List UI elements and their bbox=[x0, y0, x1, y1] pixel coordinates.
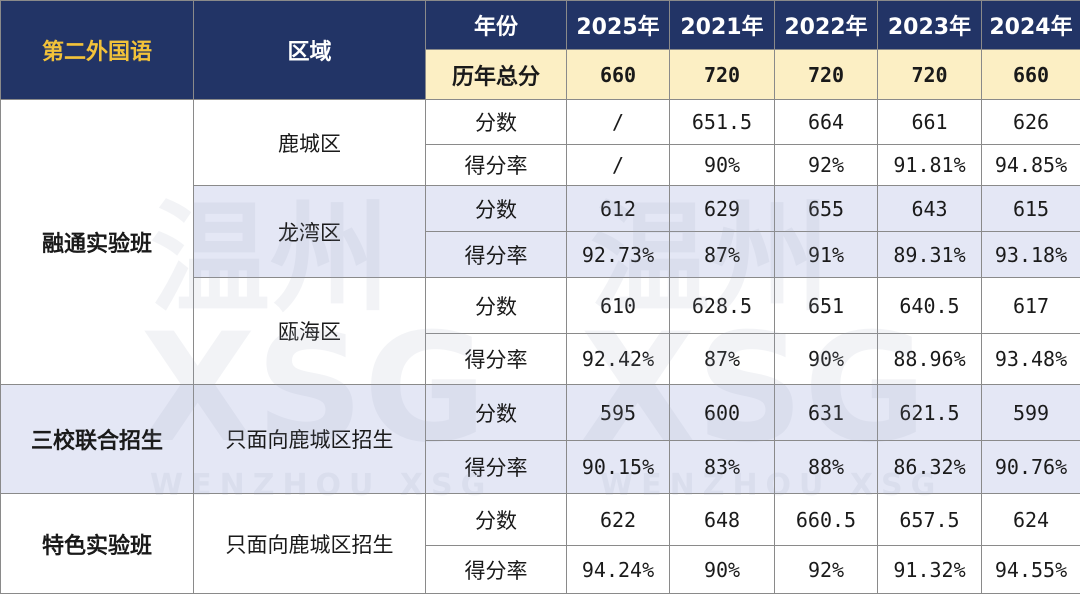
table-row: 融通实验班 鹿城区 分数 / 651.5 664 661 626 bbox=[0, 99, 1080, 385]
cell-value: 621.5 bbox=[877, 384, 982, 441]
total-value: 660 bbox=[566, 49, 670, 100]
cell-value: / bbox=[566, 99, 670, 145]
cell-value: 92.42% bbox=[566, 333, 670, 385]
year-label: 年份 bbox=[425, 0, 567, 50]
cell-value: 610 bbox=[566, 277, 670, 334]
total-value: 660 bbox=[981, 49, 1080, 100]
cell-value: 615 bbox=[981, 185, 1080, 232]
row-label: 得分率 bbox=[425, 440, 567, 494]
region-header: 区域 bbox=[193, 0, 426, 100]
cell-value: 664 bbox=[774, 99, 878, 145]
cell-value: 94.85% bbox=[981, 144, 1080, 186]
cell-value: 93.18% bbox=[981, 231, 1080, 278]
cell-value: 94.24% bbox=[566, 545, 670, 594]
total-value: 720 bbox=[774, 49, 878, 100]
region-name: 只面向鹿城区招生 bbox=[193, 493, 426, 594]
total-value: 720 bbox=[669, 49, 775, 100]
cell-value: 92% bbox=[774, 144, 878, 186]
cell-value: 595 bbox=[566, 384, 670, 441]
cell-value: 91.81% bbox=[877, 144, 982, 186]
cell-value: 92.73% bbox=[566, 231, 670, 278]
cell-value: 657.5 bbox=[877, 493, 982, 546]
cell-value: 655 bbox=[774, 185, 878, 232]
cell-value: 624 bbox=[981, 493, 1080, 546]
row-label: 分数 bbox=[425, 99, 567, 145]
cell-value: 90% bbox=[669, 144, 775, 186]
cell-value: 629 bbox=[669, 185, 775, 232]
table-row: 三校联合招生 只面向鹿城区招生 分数 595 600 631 621.5 599 bbox=[0, 384, 1080, 494]
row-label: 得分率 bbox=[425, 333, 567, 385]
cell-value: 91.32% bbox=[877, 545, 982, 594]
cell-value: 651 bbox=[774, 277, 878, 334]
table-row: 得分率 90.15% 83% 88% 86.32% 90.76% bbox=[0, 440, 1080, 494]
cell-value: 88% bbox=[774, 440, 878, 494]
region-name: 只面向鹿城区招生 bbox=[193, 384, 426, 494]
row-label: 分数 bbox=[425, 493, 567, 546]
cell-value: 599 bbox=[981, 384, 1080, 441]
row-label: 分数 bbox=[425, 277, 567, 334]
cell-value: 88.96% bbox=[877, 333, 982, 385]
year-header: 2025年 bbox=[566, 0, 670, 50]
cell-value: 86.32% bbox=[877, 440, 982, 494]
table-row: 得分率 92.42% 87% 90% 88.96% 93.48% bbox=[1, 333, 1080, 385]
total-value: 720 bbox=[877, 49, 982, 100]
year-header: 2023年 bbox=[877, 0, 982, 50]
region-name: 龙湾区 bbox=[193, 185, 426, 278]
category-header: 第二外国语 bbox=[0, 0, 194, 100]
total-label: 历年总分 bbox=[425, 49, 567, 100]
cell-value: 628.5 bbox=[669, 277, 775, 334]
year-header: 2024年 bbox=[981, 0, 1080, 50]
header-row-totals: 历年总分 660 720 720 720 660 bbox=[1, 49, 1080, 100]
row-label: 得分率 bbox=[425, 231, 567, 278]
cell-value: 651.5 bbox=[669, 99, 775, 145]
cell-value: 640.5 bbox=[877, 277, 982, 334]
cell-value: 94.55% bbox=[981, 545, 1080, 594]
group-name: 特色实验班 bbox=[0, 493, 194, 594]
group-name: 融通实验班 bbox=[0, 99, 194, 385]
cell-value: 87% bbox=[669, 333, 775, 385]
region-name: 瓯海区 bbox=[193, 277, 426, 385]
table-row: 得分率 94.24% 90% 92% 91.32% 94.55% bbox=[1, 545, 1080, 594]
region-name: 鹿城区 bbox=[193, 99, 426, 186]
cell-value: 643 bbox=[877, 185, 982, 232]
cell-value: 83% bbox=[669, 440, 775, 494]
cell-value: 93.48% bbox=[981, 333, 1080, 385]
table-row: 龙湾区 分数 612 629 655 643 615 bbox=[0, 185, 1080, 278]
cell-value: 617 bbox=[981, 277, 1080, 334]
cell-value: 648 bbox=[669, 493, 775, 546]
cell-value: 660.5 bbox=[774, 493, 878, 546]
year-header: 2022年 bbox=[774, 0, 878, 50]
cell-value: 661 bbox=[877, 99, 982, 145]
row-label: 分数 bbox=[425, 185, 567, 232]
cell-value: 87% bbox=[669, 231, 775, 278]
row-label: 得分率 bbox=[425, 545, 567, 594]
cell-value: 600 bbox=[669, 384, 775, 441]
cell-value: 91% bbox=[774, 231, 878, 278]
year-header: 2021年 bbox=[669, 0, 775, 50]
cell-value: 92% bbox=[774, 545, 878, 594]
table-row: 特色实验班 只面向鹿城区招生 分数 622 648 660.5 657.5 62… bbox=[0, 493, 1080, 594]
cell-value: 90.76% bbox=[981, 440, 1080, 494]
cell-value: 90% bbox=[669, 545, 775, 594]
row-label: 分数 bbox=[425, 384, 567, 441]
cell-value: 622 bbox=[566, 493, 670, 546]
cell-value: 626 bbox=[981, 99, 1080, 145]
group-name: 三校联合招生 bbox=[0, 384, 194, 494]
cell-value: 89.31% bbox=[877, 231, 982, 278]
row-label: 得分率 bbox=[425, 144, 567, 186]
header-row-years: 第二外国语 区域 年份 2025年 2021年 2022年 2023年 2024… bbox=[0, 0, 1080, 100]
cell-value: 90.15% bbox=[566, 440, 670, 494]
cell-value: / bbox=[566, 144, 670, 186]
cell-value: 90% bbox=[774, 333, 878, 385]
cell-value: 612 bbox=[566, 185, 670, 232]
cell-value: 631 bbox=[774, 384, 878, 441]
